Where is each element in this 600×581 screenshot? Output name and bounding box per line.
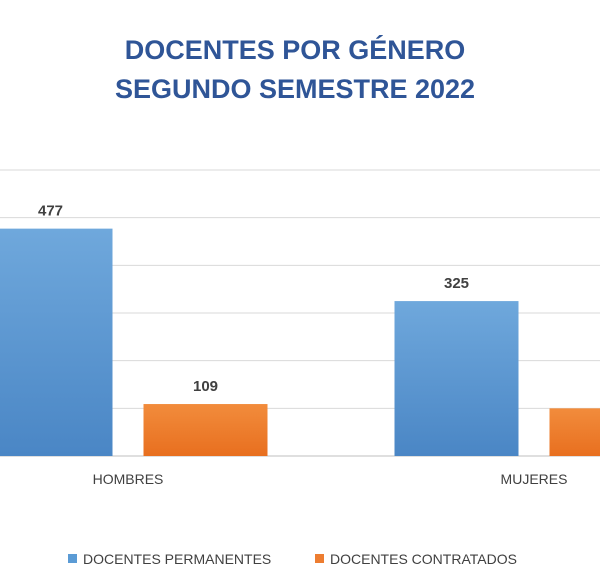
data-labels: 477 109 325 bbox=[38, 203, 469, 395]
category-labels: HOMBRES MUJERES bbox=[93, 471, 568, 487]
legend-item-contratados: DOCENTES CONTRATADOS bbox=[315, 551, 517, 567]
legend-label-contratados: DOCENTES CONTRATADOS bbox=[330, 551, 517, 567]
data-label-mujeres-permanentes: 325 bbox=[444, 275, 469, 292]
bar-mujeres-permanentes bbox=[394, 301, 519, 456]
legend-label-permanentes: DOCENTES PERMANENTES bbox=[83, 551, 271, 567]
legend-swatch-permanentes bbox=[68, 554, 77, 563]
data-label-hombres-contratados: 109 bbox=[193, 378, 218, 395]
bars bbox=[0, 228, 600, 456]
chart-subtitle: SEGUNDO SEMESTRE 2022 bbox=[115, 74, 475, 104]
legend: DOCENTES PERMANENTES DOCENTES CONTRATADO… bbox=[68, 551, 517, 567]
data-label-hombres-permanentes: 477 bbox=[38, 203, 63, 220]
legend-item-permanentes: DOCENTES PERMANENTES bbox=[68, 551, 271, 567]
category-label-hombres: HOMBRES bbox=[93, 471, 164, 487]
legend-swatch-contratados bbox=[315, 554, 324, 563]
chart-title: DOCENTES POR GÉNERO bbox=[125, 34, 466, 65]
bar-hombres-permanentes bbox=[0, 228, 113, 456]
category-label-mujeres: MUJERES bbox=[501, 471, 568, 487]
bar-mujeres-contratados bbox=[549, 408, 600, 456]
bar-hombres-contratados bbox=[143, 404, 268, 456]
